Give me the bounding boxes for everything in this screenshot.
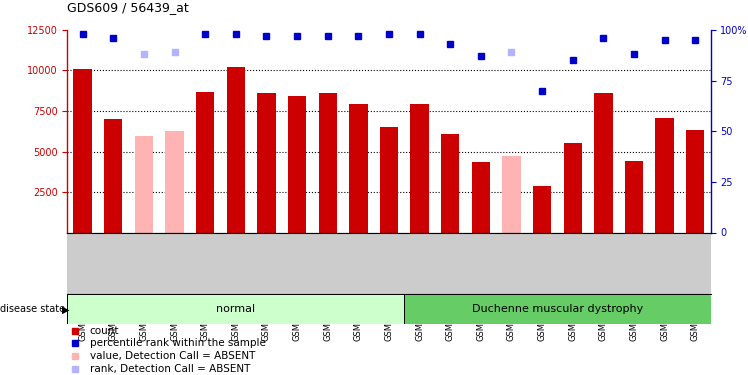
- Text: Duchenne muscular dystrophy: Duchenne muscular dystrophy: [472, 304, 643, 314]
- Bar: [288, 96, 306, 232]
- Bar: [441, 135, 459, 232]
- Bar: [472, 162, 490, 232]
- Bar: [165, 131, 184, 232]
- Bar: [73, 69, 92, 232]
- Bar: [257, 93, 275, 232]
- Text: normal: normal: [216, 304, 255, 314]
- Bar: [67, 294, 404, 324]
- Bar: [594, 93, 613, 232]
- Bar: [563, 143, 582, 232]
- Bar: [686, 130, 705, 232]
- Bar: [135, 136, 153, 232]
- Text: count: count: [90, 326, 120, 336]
- Bar: [104, 119, 123, 232]
- Bar: [533, 186, 551, 232]
- Text: GDS609 / 56439_at: GDS609 / 56439_at: [67, 1, 189, 14]
- Text: percentile rank within the sample: percentile rank within the sample: [90, 338, 266, 348]
- Bar: [411, 104, 429, 232]
- Text: disease state: disease state: [0, 304, 65, 314]
- Text: ▶: ▶: [62, 304, 70, 314]
- Text: value, Detection Call = ABSENT: value, Detection Call = ABSENT: [90, 351, 255, 361]
- Bar: [625, 161, 643, 232]
- Bar: [503, 156, 521, 232]
- Bar: [227, 67, 245, 232]
- Bar: [404, 294, 711, 324]
- Bar: [196, 92, 215, 232]
- Text: rank, Detection Call = ABSENT: rank, Detection Call = ABSENT: [90, 364, 251, 374]
- Bar: [380, 127, 398, 232]
- Bar: [349, 104, 367, 232]
- Bar: [655, 118, 674, 232]
- Bar: [319, 93, 337, 232]
